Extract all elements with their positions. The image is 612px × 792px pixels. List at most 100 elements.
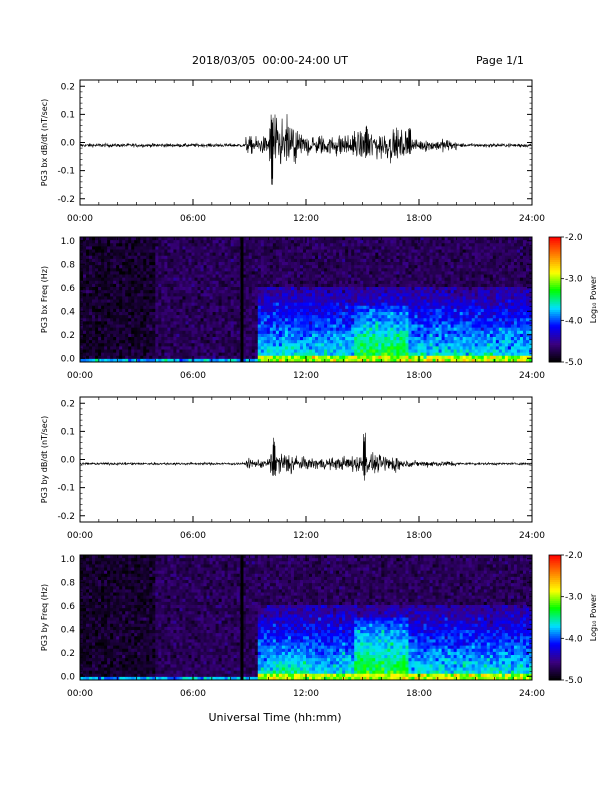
spectrogram-cell (264, 284, 267, 288)
spectrogram-cell (303, 268, 306, 272)
spectrogram-cell (312, 268, 315, 272)
spectrogram-cell (288, 300, 291, 304)
spectrogram-cell (143, 281, 146, 285)
spectrogram-cell (421, 293, 424, 297)
spectrogram-cell (155, 265, 158, 269)
spectrogram-cell (411, 334, 414, 338)
spectrogram-cell (345, 306, 348, 310)
spectrogram-cell (375, 262, 378, 266)
spectrogram-cell (324, 268, 327, 272)
spectrogram-cell (342, 321, 345, 325)
spectrogram-cell (149, 281, 152, 285)
spectrogram-cell (146, 253, 149, 257)
spectrogram-cell (107, 275, 110, 279)
spectrogram-cell (152, 256, 155, 260)
spectrogram-cell (442, 262, 445, 266)
spectrogram-cell (273, 262, 276, 266)
spectrogram-cell (285, 315, 288, 319)
spectrogram-cell (439, 271, 442, 275)
spectrogram-cell (167, 309, 170, 313)
spectrogram-cell (360, 321, 363, 325)
spectrogram-cell (439, 337, 442, 341)
spectrogram-cell (210, 284, 213, 288)
spectrogram-cell (445, 278, 448, 282)
spectrogram-cell (104, 262, 107, 266)
spectrogram-cell (131, 309, 134, 313)
spectrogram-cell (92, 328, 95, 332)
spectrogram-cell (291, 309, 294, 313)
spectrogram-cell (122, 290, 125, 294)
spectrogram-cell (140, 256, 143, 260)
spectrogram-cell (98, 296, 101, 300)
spectrogram-cell (276, 265, 279, 269)
spectrogram-cell (125, 268, 128, 272)
spectrogram-cell (182, 312, 185, 316)
spectrogram-cell (294, 312, 297, 316)
spectrogram-cell (92, 353, 95, 357)
spectrogram-cell (360, 293, 363, 297)
spectrogram-cell (288, 309, 291, 313)
spectrogram-cell (152, 334, 155, 338)
spectrogram-cell (387, 296, 390, 300)
spectrogram-cell (396, 315, 399, 319)
spectrogram-cell (182, 318, 185, 322)
spectrogram-cell (360, 296, 363, 300)
spectrogram-cell (107, 318, 110, 322)
spectrogram-cell (267, 318, 270, 322)
spectrogram-cell (98, 243, 101, 247)
spectrogram-cell (384, 253, 387, 257)
spectrogram-cell (95, 287, 98, 291)
spectrogram-cell (110, 281, 113, 285)
spectrogram-cell (312, 287, 315, 291)
spectrogram-cell (276, 309, 279, 313)
spectrogram-cell (378, 256, 381, 260)
spectrogram-cell (267, 315, 270, 319)
spectrogram-cell (101, 356, 104, 360)
spectrogram-cell (427, 343, 430, 347)
spectrogram-cell (348, 340, 351, 344)
spectrogram-cell (234, 275, 237, 279)
spectrogram-cell (167, 296, 170, 300)
spectrogram-cell (173, 306, 176, 310)
spectrogram-cell (387, 337, 390, 341)
spectrogram-cell (110, 303, 113, 307)
spectrogram-cell (185, 243, 188, 247)
spectrogram-cell (261, 337, 264, 341)
spectrogram-cell (297, 275, 300, 279)
spectrogram-cell (264, 259, 267, 263)
spectrogram-cell (225, 259, 228, 263)
spectrogram-cell (149, 284, 152, 288)
spectrogram-cell (333, 243, 336, 247)
spectrogram-cell (360, 253, 363, 257)
spectrogram-cell (182, 334, 185, 338)
spectrogram-cell (149, 306, 152, 310)
spectrogram-cell (264, 306, 267, 310)
spectrogram-cell (306, 256, 309, 260)
spectrogram-cell (122, 262, 125, 266)
spectrogram-cell (152, 300, 155, 304)
spectrogram-cell (273, 293, 276, 297)
spectrogram-cell (267, 243, 270, 247)
spectrogram-cell (288, 243, 291, 247)
spectrogram-cell (264, 296, 267, 300)
spectrogram-cell (182, 303, 185, 307)
spectrogram-cell (297, 268, 300, 272)
spectrogram-cell (414, 303, 417, 307)
spectrogram-cell (351, 250, 354, 254)
spectrogram-cell (167, 271, 170, 275)
spectrogram-cell (279, 312, 282, 316)
spectrogram-cell (303, 287, 306, 291)
spectrogram-cell (95, 346, 98, 350)
spectrogram-cell (399, 256, 402, 260)
spectrogram-cell (143, 259, 146, 263)
spectrogram-cell (198, 243, 201, 247)
spectrogram-cell (158, 325, 161, 329)
spectrogram-cell (149, 312, 152, 316)
spectrogram-cell (110, 265, 113, 269)
spectrogram-cell (336, 250, 339, 254)
spectrogram-cell (188, 253, 191, 257)
spectrogram-cell (116, 331, 119, 335)
spectrogram-cell (246, 271, 249, 275)
spectrogram-cell (357, 343, 360, 347)
spectrogram-cell (131, 350, 134, 354)
